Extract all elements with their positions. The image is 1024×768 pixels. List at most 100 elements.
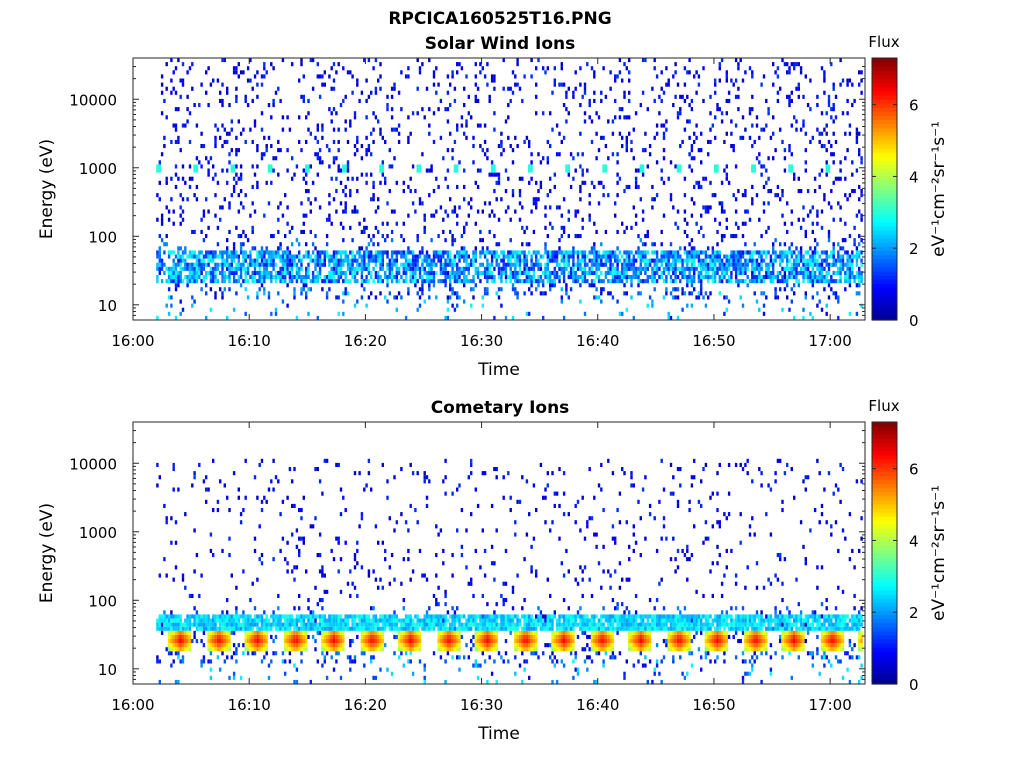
- heatmap-cell: [816, 275, 819, 280]
- heatmap-cell: [744, 262, 747, 267]
- heatmap-cell: [172, 209, 175, 214]
- heatmap-cell: [353, 254, 357, 259]
- heatmap-cell: [769, 258, 773, 263]
- heatmap-cell: [523, 229, 526, 234]
- heatmap-cell: [272, 156, 275, 161]
- heatmap-cell: [174, 262, 178, 267]
- heatmap-cell: [232, 184, 236, 189]
- heatmap-cell: [816, 127, 819, 132]
- heatmap-cell: [316, 156, 319, 161]
- heatmap-cell: [493, 234, 496, 239]
- heatmap-cell: [542, 315, 545, 320]
- heatmap-cell: [365, 266, 368, 271]
- heatmap-cell: [377, 78, 380, 83]
- heatmap-cell: [209, 647, 213, 652]
- heatmap-cell: [511, 90, 515, 95]
- heatmap-cell: [676, 287, 680, 292]
- heatmap-cell: [342, 643, 345, 648]
- heatmap-cell: [219, 630, 222, 635]
- heatmap-cell: [349, 639, 352, 644]
- heatmap-cell: [363, 254, 366, 259]
- heatmap-cell: [288, 275, 292, 280]
- heatmap-cell: [344, 622, 347, 627]
- heatmap-cell: [760, 127, 763, 132]
- heatmap-cell: [404, 258, 408, 263]
- heatmap-cell: [630, 279, 633, 284]
- heatmap-cell: [772, 279, 775, 284]
- heatmap-cell: [632, 275, 635, 280]
- heatmap-cell: [539, 254, 543, 259]
- heatmap-cell: [270, 115, 273, 120]
- heatmap-cell: [363, 258, 366, 263]
- heatmap-cell: [518, 254, 522, 259]
- heatmap-cell: [428, 266, 431, 271]
- heatmap-cell: [732, 262, 735, 267]
- heatmap-cell: [288, 258, 292, 263]
- colorbar-segment: [872, 98, 897, 104]
- heatmap-cell: [295, 667, 299, 672]
- heatmap-cell: [525, 242, 529, 247]
- heatmap-cell: [172, 618, 175, 623]
- heatmap-cell: [560, 62, 563, 67]
- heatmap-cell: [744, 242, 747, 247]
- heatmap-cell: [662, 295, 666, 300]
- heatmap-cell: [848, 123, 852, 128]
- heatmap-cell: [690, 156, 694, 161]
- heatmap-cell: [244, 98, 247, 103]
- heatmap-cell: [493, 213, 496, 218]
- heatmap-cell: [184, 258, 187, 263]
- heatmap-cell: [351, 622, 354, 627]
- heatmap-cell: [418, 201, 422, 206]
- heatmap-cell: [767, 250, 770, 255]
- heatmap-cell: [158, 266, 161, 271]
- heatmap-cell: [344, 618, 347, 623]
- heatmap-cell: [804, 295, 807, 300]
- heatmap-cell: [830, 115, 833, 120]
- heatmap-cell: [688, 70, 691, 75]
- colorbar-segment: [872, 315, 897, 321]
- heatmap-cell: [416, 279, 419, 284]
- heatmap-cell: [816, 303, 819, 308]
- heatmap-cell: [639, 238, 642, 243]
- heatmap-cell: [216, 614, 220, 619]
- heatmap-cell: [535, 262, 538, 267]
- colorbar-segment: [872, 283, 897, 288]
- heatmap-cell: [356, 279, 359, 284]
- heatmap-cell: [325, 634, 329, 639]
- heatmap-cell: [202, 622, 206, 627]
- heatmap-cell: [516, 62, 519, 67]
- heatmap-cell: [621, 262, 624, 267]
- heatmap-cell: [221, 262, 224, 267]
- heatmap-cell: [804, 168, 807, 173]
- heatmap-cell: [428, 270, 431, 275]
- heatmap-cell: [281, 626, 285, 631]
- heatmap-cell: [574, 279, 577, 284]
- heatmap-cell: [602, 184, 605, 189]
- heatmap-cell: [476, 275, 480, 280]
- heatmap-cell: [681, 266, 684, 271]
- heatmap-cell: [690, 107, 694, 112]
- heatmap-cell: [386, 279, 389, 284]
- heatmap-cell: [858, 148, 861, 153]
- heatmap-cell: [790, 275, 793, 280]
- heatmap-cell: [493, 164, 496, 169]
- heatmap-cell: [230, 614, 233, 619]
- heatmap-cell: [181, 626, 185, 631]
- heatmap-cell: [335, 189, 338, 194]
- heatmap-cell: [758, 250, 761, 255]
- heatmap-cell: [309, 209, 312, 214]
- heatmap-cell: [244, 258, 247, 263]
- heatmap-cell: [330, 634, 333, 639]
- heatmap-cell: [697, 250, 701, 255]
- heatmap-cell: [797, 82, 800, 87]
- heatmap-cell: [658, 111, 661, 116]
- heatmap-cell: [760, 164, 763, 169]
- heatmap-cell: [765, 262, 768, 267]
- heatmap-cell: [198, 250, 201, 255]
- heatmap-cell: [460, 254, 464, 259]
- heatmap-cell: [186, 622, 189, 627]
- heatmap-cell: [581, 275, 584, 280]
- heatmap-cell: [300, 516, 303, 521]
- heatmap-cell: [384, 270, 387, 275]
- heatmap-cell: [565, 283, 568, 288]
